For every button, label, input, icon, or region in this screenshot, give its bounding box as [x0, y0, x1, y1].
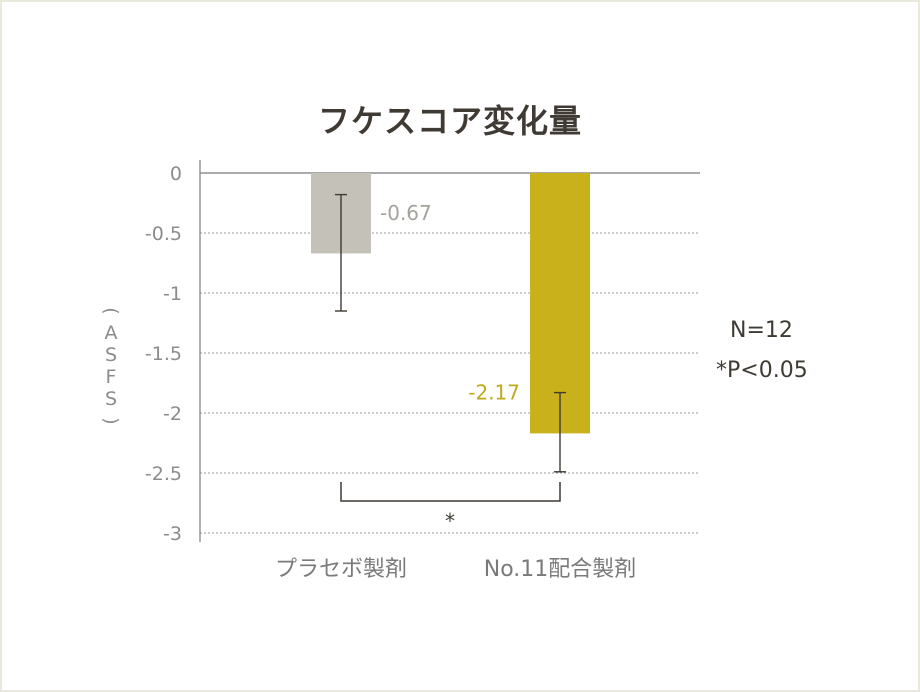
- p-value-note: *P<0.05: [716, 358, 808, 383]
- x-tick-label: No.11配合製剤: [484, 557, 637, 582]
- significance-bracket: [340, 482, 561, 502]
- data-label: -0.67: [380, 201, 432, 225]
- chart-title: フケスコア変化量: [317, 102, 582, 140]
- y-tick-label: -0.5: [145, 223, 182, 245]
- y-tick-label: -1.5: [145, 343, 182, 365]
- significance-marker: *: [445, 509, 455, 533]
- y-axis-label: ( A S F S ): [96, 300, 126, 432]
- sample-size-note: N=12: [730, 318, 793, 343]
- y-tick-label: -2: [163, 403, 182, 425]
- y-axis-label-f: F: [105, 366, 117, 388]
- data-label: -2.17: [468, 380, 520, 404]
- y-tick-label: -3: [163, 523, 182, 545]
- bar-2: [530, 173, 590, 434]
- y-axis-label-a: A: [104, 322, 118, 344]
- y-axis-label-s1: S: [104, 344, 118, 366]
- y-tick-label: -2.5: [145, 463, 182, 485]
- x-tick-label: プラセボ製剤: [275, 557, 407, 582]
- y-tick-label: -1: [163, 283, 182, 305]
- y-tick-label: 0: [170, 163, 182, 185]
- y-axis-label-s2: S: [104, 388, 118, 410]
